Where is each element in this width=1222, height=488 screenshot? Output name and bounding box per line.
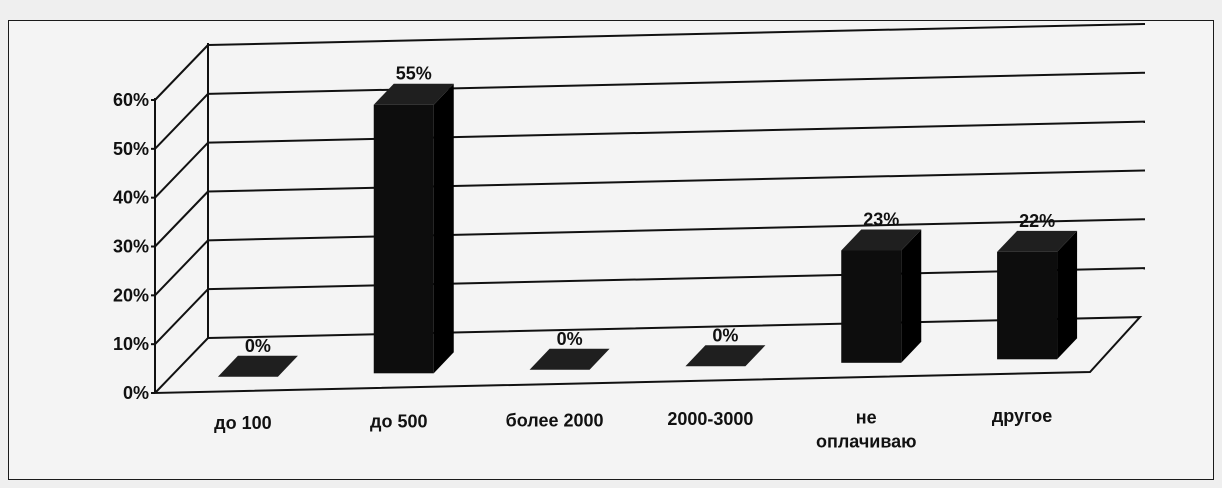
gridline-wall-3 [154,190,209,248]
bar-0 [217,355,298,377]
category-label: до 100 [214,413,271,433]
y-tick-label: 30% [113,237,149,257]
bar-top [217,355,298,377]
gridline-wall-2 [154,239,209,297]
bars-layer [217,83,1078,377]
gridline-4 [207,120,1146,144]
gridline-3 [207,169,1146,193]
bar-1 [373,83,454,374]
gridline-5 [207,71,1146,95]
category-label: не [856,408,877,428]
bar-5 [997,230,1078,360]
bar-top [841,229,922,251]
bar-top [997,230,1078,252]
floor [152,316,1143,395]
category-label: до 500 [370,412,427,432]
category-label: другое [992,406,1052,426]
category-label: более 2000 [506,410,604,430]
bar-2 [529,348,610,370]
labels-layer: 0% до 100 55% до 500 0% более 2000 0% 2000-3000… [214,64,1055,452]
gridline-wall-6 [154,44,209,101]
bar-top [373,83,454,105]
bar-side [1057,230,1078,360]
data-label: 23% [863,209,899,229]
bar-4 [841,229,922,363]
data-label: 0% [245,336,271,356]
y-tick-label: 50% [113,139,149,159]
gridline-wall-5 [154,93,209,150]
gridline-wall-4 [154,141,209,199]
y-tick-label: 0% [123,383,149,403]
data-label: 0% [712,325,738,345]
bar-front [997,251,1058,360]
y-tick-label: 20% [113,285,149,305]
bar-side [433,83,454,374]
bar-front [841,250,902,363]
bar-top [685,345,766,367]
data-label: 55% [396,64,432,84]
gridline-2 [207,218,1146,242]
category-label: 2000-3000 [667,409,753,429]
bar-top [529,348,610,370]
gridline-1 [207,267,1146,291]
y-tick-label: 10% [113,334,149,354]
axis-layer: 0% 10% 20% 30% 40% 50% 60% [113,43,1143,403]
bar-side [901,229,922,363]
data-label: 0% [557,329,583,349]
gridline-6 [207,22,1146,46]
bar-front [373,104,434,374]
y-tick-label: 60% [113,90,149,110]
grid-layer [154,22,1146,345]
bar-3 [685,345,766,367]
category-label: оплачиваю [816,432,917,452]
data-label: 22% [1019,211,1055,231]
gridline-wall-1 [154,288,209,345]
y-tick-label: 40% [113,188,149,208]
